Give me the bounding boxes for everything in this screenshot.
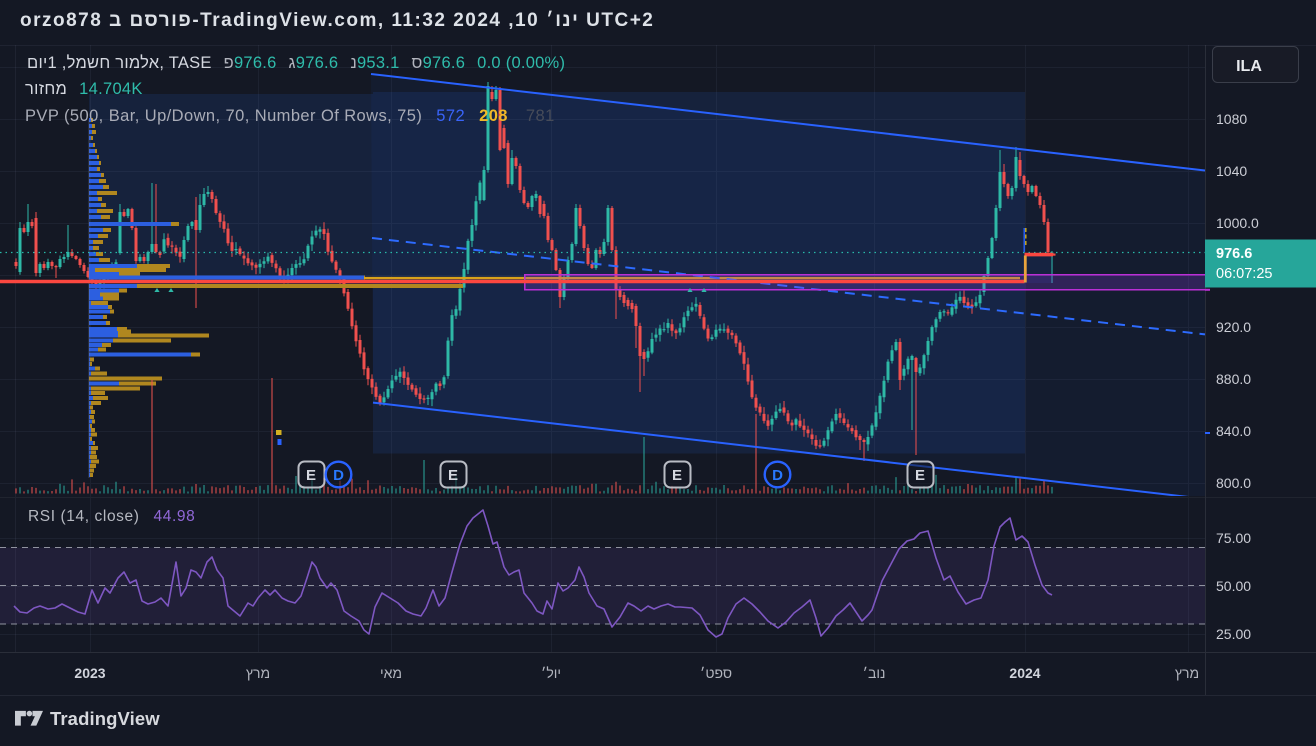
svg-text:2023: 2023 (74, 665, 105, 681)
svg-text:E: E (306, 467, 316, 484)
svg-text:920.0: 920.0 (1216, 319, 1251, 335)
svg-text:840.0: 840.0 (1216, 423, 1251, 439)
svg-text:מאי: מאי (380, 665, 402, 681)
svg-text:מרץ: מרץ (246, 665, 270, 681)
svg-text:E: E (448, 467, 458, 484)
svg-text:ספט׳: ספט׳ (700, 665, 732, 681)
svg-text:D: D (333, 467, 344, 484)
svg-text:976.6: 976.6 (1216, 246, 1252, 262)
svg-text:25.00: 25.00 (1216, 626, 1251, 642)
svg-text:D: D (772, 467, 783, 484)
svg-text:E: E (672, 467, 682, 484)
svg-text:יול׳: יול׳ (541, 665, 561, 681)
svg-text:06:07:25: 06:07:25 (1216, 266, 1272, 282)
svg-text:50.00: 50.00 (1216, 578, 1251, 594)
svg-text:2024: 2024 (1009, 665, 1040, 681)
svg-text:75.00: 75.00 (1216, 530, 1251, 546)
svg-text:1080: 1080 (1216, 111, 1247, 127)
svg-text:נוב׳: נוב׳ (863, 665, 886, 681)
svg-text:1040: 1040 (1216, 163, 1247, 179)
svg-text:מרץ: מרץ (1175, 665, 1199, 681)
svg-text:800.0: 800.0 (1216, 475, 1251, 491)
svg-text:880.0: 880.0 (1216, 371, 1251, 387)
svg-text:ILA: ILA (1236, 58, 1262, 75)
svg-text:E: E (915, 467, 925, 484)
svg-text:1000.0: 1000.0 (1216, 215, 1259, 231)
